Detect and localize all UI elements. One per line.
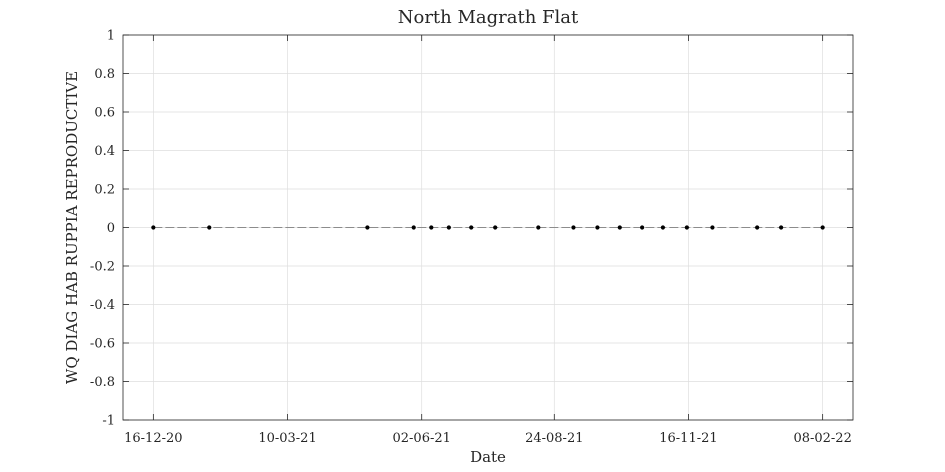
data-point: [151, 225, 156, 230]
x-axis-label: Date: [470, 448, 506, 466]
data-point: [617, 225, 622, 230]
y-tick-label: 0: [107, 221, 115, 236]
data-point: [571, 225, 576, 230]
data-point: [755, 225, 760, 230]
data-point: [640, 225, 645, 230]
data-point: [710, 225, 715, 230]
data-point: [365, 225, 370, 230]
chart-title: North Magrath Flat: [398, 7, 579, 28]
x-tick-label: 02-06-21: [392, 431, 450, 446]
data-point: [446, 225, 451, 230]
data-point: [536, 225, 541, 230]
y-tick-label: 0.6: [94, 106, 115, 121]
data-point: [595, 225, 600, 230]
data-point: [411, 225, 416, 230]
y-tick-label: -0.6: [90, 337, 115, 352]
y-tick-label: 0.8: [94, 67, 115, 82]
data-point: [820, 225, 825, 230]
y-axis-label: WQ DIAG HAB RUPPIA REPRODUCTIVE: [63, 71, 81, 384]
data-point: [493, 225, 498, 230]
x-tick-label: 24-08-21: [525, 431, 583, 446]
data-point: [469, 225, 474, 230]
x-tick-label: 16-12-20: [124, 431, 182, 446]
series-layer: [151, 225, 825, 230]
y-tick-label: -0.2: [90, 260, 115, 275]
data-point: [684, 225, 689, 230]
x-tick-label: 10-03-21: [258, 431, 316, 446]
data-point: [660, 225, 666, 230]
y-tick-label: -0.8: [90, 375, 115, 390]
y-tick-label: -1: [102, 414, 115, 429]
x-tick-label: 08-02-22: [793, 431, 851, 446]
y-tick-label: -0.4: [90, 298, 115, 313]
data-point: [779, 225, 784, 230]
y-tick-label: 0.2: [94, 183, 115, 198]
ticks: 16-12-20 10-03-21 02-06-21 24-08-21 16-11-21…: [90, 29, 853, 446]
y-tick-label: 0.4: [94, 144, 115, 159]
y-tick-label: 1: [107, 29, 115, 44]
data-point: [429, 225, 434, 230]
data-point: [207, 225, 212, 230]
x-tick-label: 16-11-21: [659, 431, 717, 446]
